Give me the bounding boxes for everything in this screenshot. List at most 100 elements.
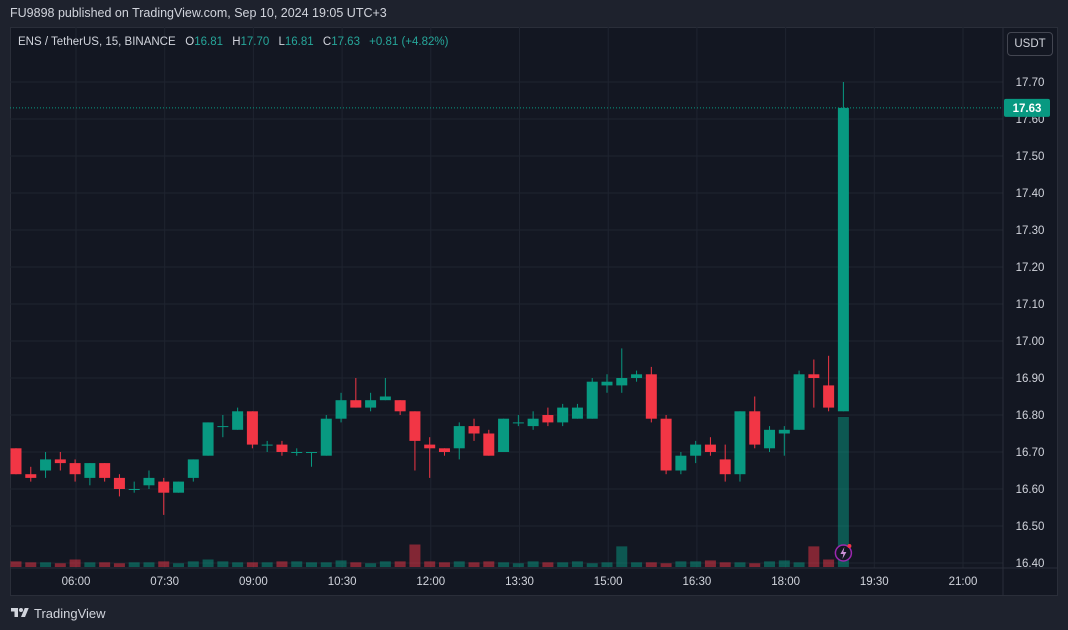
candle[interactable] bbox=[335, 392, 347, 423]
candle[interactable] bbox=[69, 459, 81, 482]
volume-bar bbox=[498, 562, 510, 567]
high-value: 17.70 bbox=[240, 36, 270, 48]
candle-body bbox=[365, 400, 377, 408]
lightning-icon[interactable] bbox=[834, 544, 853, 562]
open-label: O bbox=[185, 36, 195, 48]
candle[interactable] bbox=[645, 366, 657, 423]
candle[interactable] bbox=[379, 378, 391, 401]
candle[interactable] bbox=[453, 422, 465, 460]
candle[interactable] bbox=[25, 466, 37, 482]
time-tick-label: 16:30 bbox=[683, 576, 712, 588]
candle-body bbox=[660, 418, 672, 471]
candle-body bbox=[690, 444, 702, 456]
candle-body bbox=[40, 459, 52, 471]
candle[interactable] bbox=[468, 418, 480, 441]
candle[interactable] bbox=[571, 403, 583, 419]
candle[interactable] bbox=[498, 418, 510, 452]
candle-body bbox=[631, 374, 643, 378]
volume-bar bbox=[232, 562, 244, 567]
candle[interactable] bbox=[764, 426, 776, 452]
time-tick-label: 21:00 bbox=[949, 576, 978, 588]
candle[interactable] bbox=[512, 415, 524, 427]
symbol-label[interactable]: ENS / TetherUS, 15, BINANCE bbox=[18, 36, 176, 48]
price-tick-label: 16.80 bbox=[1016, 410, 1045, 422]
candle[interactable] bbox=[143, 470, 155, 490]
candle[interactable] bbox=[675, 452, 687, 475]
volume-bar bbox=[202, 559, 214, 567]
candle[interactable] bbox=[217, 415, 229, 438]
candle[interactable] bbox=[719, 444, 731, 482]
candle[interactable] bbox=[276, 440, 288, 456]
candle[interactable] bbox=[438, 448, 450, 456]
price-tick-label: 16.60 bbox=[1016, 484, 1045, 496]
candle[interactable] bbox=[542, 407, 554, 427]
candle[interactable] bbox=[320, 415, 332, 456]
candle-body bbox=[10, 448, 22, 475]
time-tick-label: 10:30 bbox=[328, 576, 357, 588]
candle[interactable] bbox=[601, 374, 613, 393]
candle[interactable] bbox=[173, 481, 185, 493]
candle[interactable] bbox=[128, 481, 140, 493]
candle-body bbox=[202, 422, 214, 456]
candle[interactable] bbox=[837, 82, 849, 412]
candle[interactable] bbox=[10, 448, 22, 475]
candle[interactable] bbox=[690, 440, 702, 464]
volume-bar bbox=[660, 563, 672, 567]
candle[interactable] bbox=[158, 477, 170, 515]
candle[interactable] bbox=[557, 403, 569, 427]
volume-bar bbox=[719, 562, 731, 567]
candle[interactable] bbox=[749, 396, 761, 449]
candle[interactable] bbox=[734, 411, 746, 482]
candle[interactable] bbox=[409, 411, 421, 471]
candle-body bbox=[542, 415, 554, 423]
candlestick-chart[interactable]: 17.70 17.60 17.50 17.40 17.30 17.20 17.10 17.00… bbox=[10, 27, 1058, 596]
candle[interactable] bbox=[660, 415, 672, 475]
candle[interactable] bbox=[202, 422, 214, 456]
candle[interactable] bbox=[54, 452, 66, 471]
candle-body bbox=[69, 463, 81, 475]
candle[interactable] bbox=[793, 370, 805, 430]
candle-body bbox=[394, 400, 406, 412]
last-price-label: 17.63 bbox=[1013, 103, 1042, 115]
candle[interactable] bbox=[291, 448, 303, 456]
candle[interactable] bbox=[187, 459, 199, 482]
candle[interactable] bbox=[616, 348, 628, 393]
volume-bar bbox=[571, 561, 583, 567]
candle[interactable] bbox=[261, 440, 273, 452]
currency-button[interactable]: USDT bbox=[1007, 32, 1053, 56]
candle[interactable] bbox=[232, 407, 244, 430]
candle-body bbox=[675, 455, 687, 471]
candle[interactable] bbox=[394, 400, 406, 415]
price-tick-label: 17.10 bbox=[1016, 299, 1045, 311]
candle-body bbox=[823, 385, 835, 408]
price-tick-label: 17.20 bbox=[1016, 262, 1045, 274]
close-label: C bbox=[322, 36, 332, 48]
candle[interactable] bbox=[631, 370, 643, 382]
volume-bar bbox=[453, 561, 465, 567]
candle[interactable] bbox=[246, 411, 258, 449]
volume-bar bbox=[25, 562, 37, 567]
candle[interactable] bbox=[84, 463, 96, 486]
volume-bar bbox=[631, 562, 643, 567]
candle[interactable] bbox=[704, 437, 716, 456]
candle[interactable] bbox=[99, 463, 111, 482]
candle[interactable] bbox=[778, 426, 790, 456]
candle[interactable] bbox=[40, 452, 52, 478]
candle-body bbox=[291, 452, 303, 453]
candle[interactable] bbox=[823, 355, 835, 412]
candle[interactable] bbox=[113, 474, 125, 497]
time-tick-label: 13:30 bbox=[505, 576, 534, 588]
candle[interactable] bbox=[424, 437, 436, 478]
candle[interactable] bbox=[350, 378, 362, 408]
volume-bar bbox=[394, 561, 406, 567]
candle[interactable] bbox=[306, 452, 317, 467]
candle[interactable] bbox=[527, 411, 539, 430]
candle-body bbox=[25, 474, 37, 478]
candle[interactable] bbox=[483, 429, 495, 456]
candle-body bbox=[128, 489, 140, 490]
candle[interactable] bbox=[365, 392, 377, 412]
candle[interactable] bbox=[808, 359, 820, 408]
candle[interactable] bbox=[586, 378, 598, 419]
volume-bar bbox=[675, 561, 687, 567]
candle-body bbox=[512, 422, 524, 424]
